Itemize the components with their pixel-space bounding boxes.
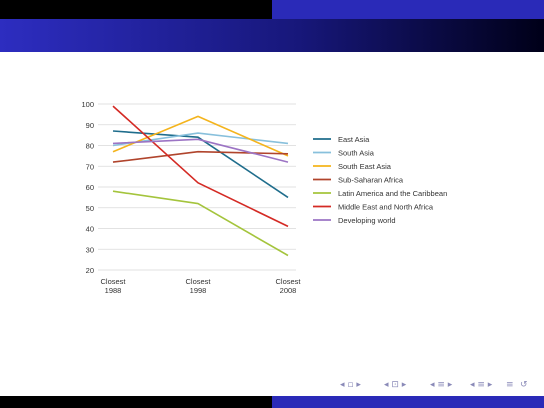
nav-align-icon[interactable]: ≡ [506,380,514,390]
y-tick-label: 30 [86,245,94,254]
series-line [112,138,289,163]
nav-section-icon[interactable]: ◂ ≡ ▸ [430,380,453,390]
y-tick-label: 90 [86,121,94,130]
top-header-strip [0,0,544,19]
series-line [112,150,289,163]
y-tick-label: 70 [86,162,94,171]
slide-title-bar [0,19,544,52]
legend-label: East Asia [338,135,370,144]
nav-search-icon[interactable]: ↺ [520,380,528,390]
legend-label: Latin America and the Caribbean [338,189,447,198]
y-tick-label: 40 [86,225,94,234]
x-tick-label: Closest [185,277,211,286]
top-header-accent [272,0,544,19]
x-tick-label: Closest [275,277,301,286]
series-line [112,130,289,199]
nav-subsection-icon[interactable]: ◂ ≡ ▸ [470,380,493,390]
x-tick-label: 1988 [105,286,122,295]
series-line [112,115,289,157]
x-tick-label: Closest [100,277,126,286]
legend-label: South East Asia [338,162,392,171]
legend-label: South Asia [338,149,375,158]
legend-label: Developing world [338,216,396,225]
bottom-footer-strip [0,396,544,408]
x-tick-label: 1998 [190,286,207,295]
bottom-footer-accent [272,396,544,408]
series-line [112,190,289,257]
legend-label: Sub-Saharan Africa [338,176,404,185]
y-tick-label: 80 [86,142,94,151]
y-tick-label: 100 [81,100,94,109]
x-tick-label: 2008 [280,286,297,295]
y-tick-label: 50 [86,204,94,213]
series-line [112,105,289,228]
y-tick-label: 20 [86,266,94,275]
nav-frame-prev-icon[interactable]: ◂ ⊡ ▸ [384,380,407,390]
y-tick-label: 60 [86,183,94,192]
legend-label: Middle East and North Africa [338,203,434,212]
nav-first-icon[interactable]: ◂ ▫ ▸ [340,380,361,390]
slide-navigation[interactable]: ◂ ▫ ▸ ◂ ⊡ ▸ ◂ ≡ ▸ ◂ ≡ ▸ ≡ ↺ [340,379,536,391]
